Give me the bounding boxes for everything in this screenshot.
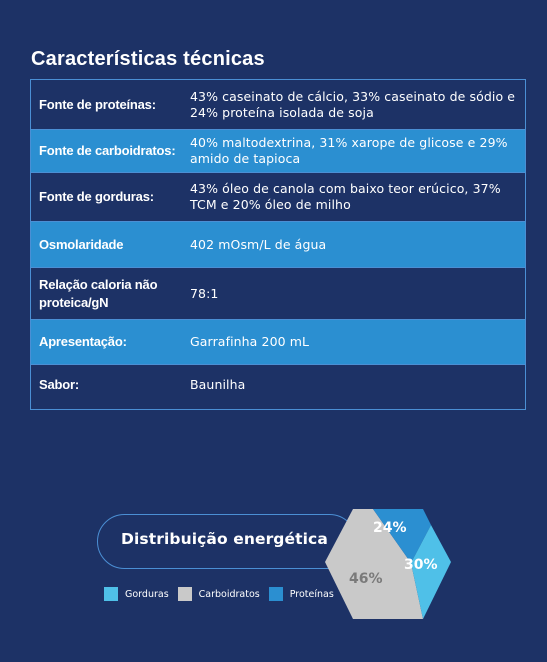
table-row: Fonte de carboidratos: 40% maltodextrina… — [31, 130, 525, 172]
page-title: Características técnicas — [31, 48, 265, 70]
segment-label-carboidratos: 46% — [349, 571, 383, 587]
segment-proteinas — [353, 509, 431, 563]
table-row: Fonte de gorduras: 43% óleo de canola co… — [31, 173, 525, 221]
legend-item-fats: Gorduras — [104, 587, 169, 601]
legend-label-proteins: Proteínas — [289, 588, 334, 600]
energy-distribution-title: Distribuição energética — [121, 530, 328, 548]
row-label-carbs: Fonte de carboidratos: — [39, 143, 176, 158]
row-label-osmolarity: Osmolaridade — [39, 237, 124, 252]
legend-item-carbs: Carboidratos — [177, 587, 260, 601]
legend-swatch-proteins — [268, 587, 283, 601]
table-row: Sabor: Baunilha — [31, 365, 525, 409]
row-value-carbs: 40% maltodextrina, 31% xarope de glicose… — [190, 135, 508, 166]
legend-swatch-carbs — [177, 587, 192, 601]
energy-legend: Gorduras Carboidratos Proteínas — [104, 587, 343, 601]
legend-item-proteins: Proteínas — [268, 587, 334, 601]
row-value-osmolarity: 402 mOsm/L de água — [190, 237, 327, 252]
legend-label-fats: Gorduras — [125, 588, 169, 600]
row-value-proteins: 43% caseinato de cálcio, 33% caseinato d… — [190, 89, 516, 120]
row-value-calorie-ratio: 78:1 — [190, 286, 219, 301]
energy-hexagon-chart: 24% 30% 46% — [325, 509, 451, 619]
legend-swatch-fats — [104, 587, 118, 601]
table-row: Apresentação: Garrafinha 200 mL — [31, 320, 525, 364]
row-label-presentation: Apresentação: — [39, 334, 127, 349]
segment-label-proteinas: 24% — [373, 520, 407, 536]
row-label-flavor: Sabor: — [39, 377, 79, 392]
specs-table: Fonte de proteínas: 43% caseinato de cál… — [30, 79, 526, 410]
row-label-fats: Fonte de gorduras: — [39, 189, 154, 204]
row-label-calorie-ratio: Relação caloria não proteica/gN — [39, 277, 158, 310]
segment-gorduras — [411, 525, 451, 619]
row-value-presentation: Garrafinha 200 mL — [190, 334, 310, 349]
segment-carboidratos — [325, 509, 423, 619]
row-value-flavor: Baunilha — [190, 377, 246, 392]
segment-label-gorduras: 30% — [404, 557, 438, 573]
row-value-fats: 43% óleo de canola com baixo teor erúcic… — [190, 181, 501, 212]
table-row: Relação caloria não proteica/gN 78:1 — [31, 268, 525, 319]
table-row: Osmolaridade 402 mOsm/L de água — [31, 222, 525, 267]
table-row: Fonte de proteínas: 43% caseinato de cál… — [31, 80, 525, 129]
legend-label-carbs: Carboidratos — [198, 588, 260, 600]
row-label-proteins: Fonte de proteínas: — [39, 97, 156, 112]
